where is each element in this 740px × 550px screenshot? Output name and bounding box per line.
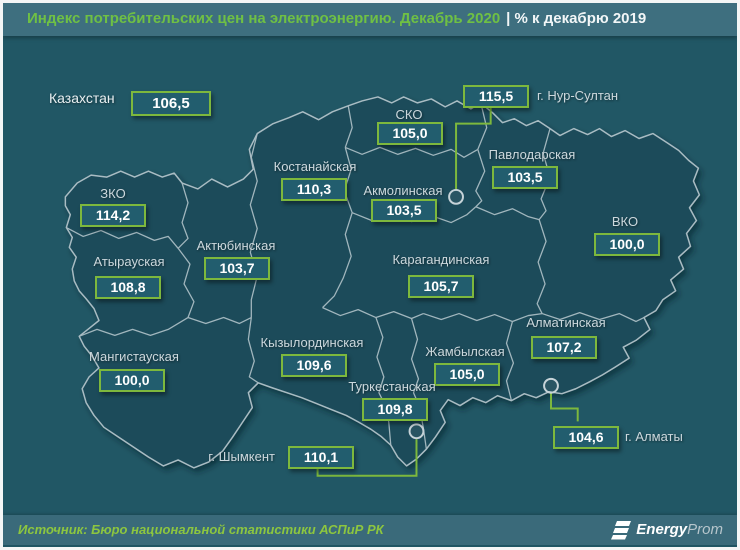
region-label-zhambyl: Жамбылская [425,344,505,359]
kazakhstan-map [64,96,701,477]
region-label-aktobe: Актюбинская [196,238,276,253]
energyprom-logo: EnergyProm [610,520,723,540]
value-badge-nur-sultan: 115,5 [463,85,529,108]
almaty-marker [543,377,559,394]
value-badge-kostanay: 110,3 [281,178,347,201]
page-title-main: Индекс потребительских цен на электроэне… [27,10,501,27]
source-note: Источник: Бюро национальной статистики А… [18,522,384,537]
region-label-zko: ЗКО [100,186,126,201]
value-badge-almaty-region: 107,2 [531,336,597,359]
region-label-kyzylorda: Кызылординская [260,335,364,350]
footer-bar: Источник: Бюро национальной статистики А… [3,515,737,545]
value-badge-aktobe: 103,7 [204,257,270,280]
value-badge-almaty-city: 104,6 [553,426,619,449]
kazakhstan-outline [64,96,701,469]
city-markers [408,188,559,440]
national-label: Казахстан [49,90,115,106]
value-badge-shymkent: 110,1 [288,446,354,469]
value-badge-pavlodar: 103,5 [492,166,558,189]
region-label-pavlodar: Павлодарская [488,147,576,162]
region-label-vko: ВКО [611,214,639,229]
header-bar: Индекс потребительских цен на электроэне… [3,3,737,36]
almaty-connector [550,392,579,422]
value-badge-zko: 114,2 [80,204,146,227]
region-label-nur-sultan: г. Нур-Султан [537,88,619,103]
region-label-atyrau: Атырауская [93,254,165,269]
region-label-shymkent: г. Шымкент [208,449,275,464]
logo-text-bold: Energy [636,521,688,538]
logo-text-light: Prom [687,521,723,538]
value-badge-sko: 105,0 [377,122,443,145]
value-badge-zhambyl: 105,0 [434,363,500,386]
national-value-badge: 106,5 [131,91,211,116]
energyprom-logo-icon [611,521,632,540]
value-badge-turkestan: 109,8 [362,398,428,421]
region-label-almaty-region: Алматинская [526,315,606,330]
region-label-turkestan: Туркестанская [348,379,436,394]
value-badge-karaganda: 105,7 [408,275,474,298]
region-label-kostanay: Костанайская [273,159,357,174]
value-badge-atyrau: 108,8 [95,276,161,299]
region-label-akmola: Акмолинская [363,183,443,198]
page-title: Индекс потребительских цен на электроэне… [27,10,646,27]
value-badge-mangystau: 100,0 [99,369,165,392]
nur-sultan-connector [455,104,492,189]
value-badge-kyzylorda: 109,6 [281,354,347,377]
shymkent-marker [408,423,425,440]
value-badge-vko: 100,0 [594,233,660,256]
region-label-almaty-city: г. Алматы [625,429,683,444]
page-title-unit: | % к декабрю 2019 [506,10,647,27]
region-label-karaganda: Карагандинская [392,252,490,267]
nur-sultan-marker [448,188,464,205]
value-badge-akmola: 103,5 [371,199,437,222]
region-label-mangystau: Мангистауская [89,349,179,364]
region-label-sko: СКО [395,107,423,122]
